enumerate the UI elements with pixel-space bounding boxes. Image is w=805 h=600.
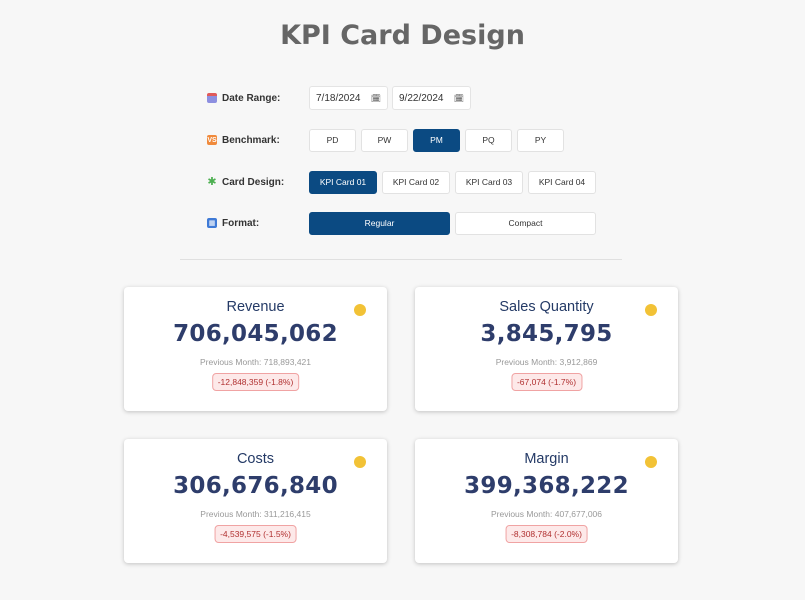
end-date-value: 9/22/2024: [399, 92, 444, 104]
kpi-card-revenue: Revenue 706,045,062 Previous Month: 718,…: [124, 287, 387, 411]
kpi-previous: Previous Month: 407,677,006: [490, 509, 603, 519]
section-divider: [180, 259, 622, 260]
date-range-label-group: Date Range:: [207, 93, 309, 104]
format-button-regular[interactable]: Regular: [309, 211, 450, 235]
date-picker-icon[interactable]: 🗓: [370, 93, 381, 103]
card-design-button-02[interactable]: KPI Card 02: [382, 170, 450, 194]
card-design-button-03[interactable]: KPI Card 03: [455, 170, 523, 194]
benchmark-button-pq[interactable]: PQ: [465, 128, 512, 152]
kpi-value: 306,676,840: [173, 473, 338, 499]
status-dot: [645, 304, 657, 316]
card-design-row: ✱ Card Design: KPI Card 01 KPI Card 02 K…: [207, 170, 601, 194]
calendar-icon: [207, 93, 217, 103]
kpi-previous: Previous Month: 311,216,415: [200, 509, 311, 519]
grid-icon: ▦: [207, 218, 217, 228]
date-range-label: Date Range:: [222, 92, 281, 104]
date-picker-icon[interactable]: 🗓: [453, 93, 464, 103]
kpi-title: Margin: [524, 451, 569, 467]
kpi-change-badge: -8,308,784 (-2.0%): [505, 525, 588, 543]
kpi-card-margin: Margin 399,368,222 Previous Month: 407,6…: [415, 439, 678, 563]
kpi-change-badge: -67,074 (-1.7%): [510, 373, 583, 391]
kpi-title: Revenue: [226, 299, 285, 315]
start-date-field[interactable]: 7/18/2024 🗓: [309, 86, 388, 110]
status-dot: [354, 456, 366, 468]
status-dot: [645, 456, 657, 468]
kpi-card-costs: Costs 306,676,840 Previous Month: 311,21…: [124, 439, 387, 563]
kpi-change-badge: -12,848,359 (-1.8%): [211, 373, 300, 391]
format-label-group: ▦ Format:: [207, 218, 309, 229]
kpi-value: 706,045,062: [173, 321, 338, 347]
card-design-label: Card Design:: [222, 176, 285, 188]
card-design-label-group: ✱ Card Design:: [207, 175, 309, 188]
kpi-title: Costs: [236, 451, 275, 467]
kpi-value: 3,845,795: [480, 321, 613, 347]
card-design-button-01[interactable]: KPI Card 01: [309, 170, 377, 194]
benchmark-button-pd[interactable]: PD: [309, 128, 356, 152]
kpi-title: Sales Quantity: [499, 299, 594, 315]
format-label: Format:: [222, 217, 260, 229]
status-dot: [354, 304, 366, 316]
page-title: KPI Card Design: [280, 20, 525, 51]
kpi-value: 399,368,222: [464, 473, 629, 499]
benchmark-button-pm[interactable]: PM: [413, 128, 460, 152]
benchmark-row: VS Benchmark: PD PW PM PQ PY: [207, 128, 569, 152]
kpi-previous: Previous Month: 3,912,869: [495, 357, 598, 367]
card-design-button-04[interactable]: KPI Card 04: [528, 170, 596, 194]
format-row: ▦ Format: Regular Compact: [207, 211, 601, 235]
kpi-change-badge: -4,539,575 (-1.5%): [214, 525, 297, 543]
puzzle-icon: ✱: [207, 175, 217, 188]
start-date-value: 7/18/2024: [316, 92, 361, 104]
benchmark-label: Benchmark:: [222, 134, 280, 146]
benchmark-button-pw[interactable]: PW: [361, 128, 408, 152]
kpi-previous: Previous Month: 718,893,421: [199, 357, 312, 367]
benchmark-icon: VS: [207, 135, 217, 145]
end-date-field[interactable]: 9/22/2024 🗓: [392, 86, 471, 110]
date-range-row: Date Range: 7/18/2024 🗓 9/22/2024 🗓: [207, 86, 475, 110]
benchmark-button-py[interactable]: PY: [517, 128, 564, 152]
kpi-card-sales-quantity: Sales Quantity 3,845,795 Previous Month:…: [415, 287, 678, 411]
benchmark-label-group: VS Benchmark:: [207, 135, 309, 146]
format-button-compact[interactable]: Compact: [455, 211, 596, 235]
